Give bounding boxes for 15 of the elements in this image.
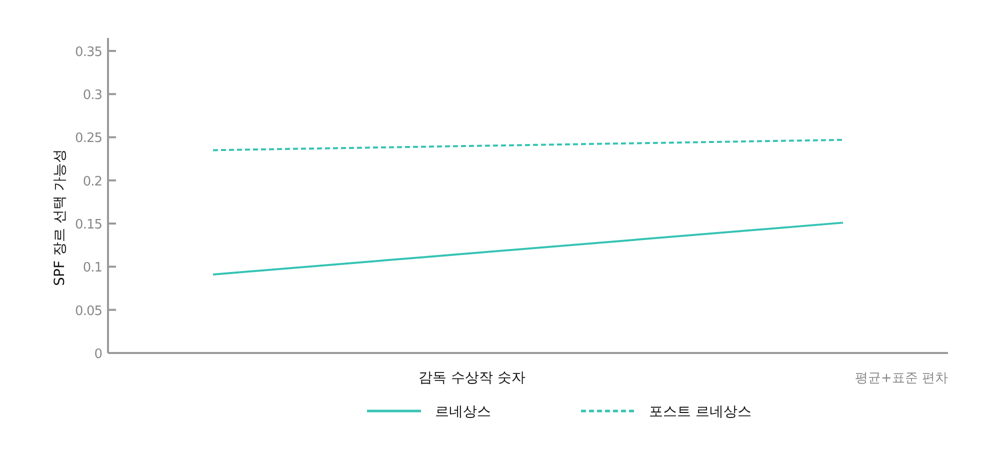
y-axis-title: SPF 장르 선택 가능성: [52, 149, 68, 286]
x-axis-title: 감독 수상작 숫자: [418, 370, 526, 386]
y-tick-label: 0.2: [82, 174, 102, 190]
line-series: [212, 222, 844, 276]
y-tick-label: 0.3: [82, 88, 102, 104]
text: 평균+표준 편차: [854, 371, 948, 386]
y-tick-label: 0.35: [75, 44, 102, 60]
y-tick-label: 0.1: [82, 260, 102, 276]
y-tick-label: 0.25: [75, 131, 102, 146]
line-series: [212, 138, 844, 152]
y-tick-label: 0.05: [75, 304, 102, 319]
y-tick-label: 0: [94, 347, 102, 362]
y-tick-label: 0.15: [75, 218, 102, 233]
legend-label: 르네상스: [435, 404, 491, 420]
legend-label: 포스트 르네상스: [649, 404, 752, 420]
